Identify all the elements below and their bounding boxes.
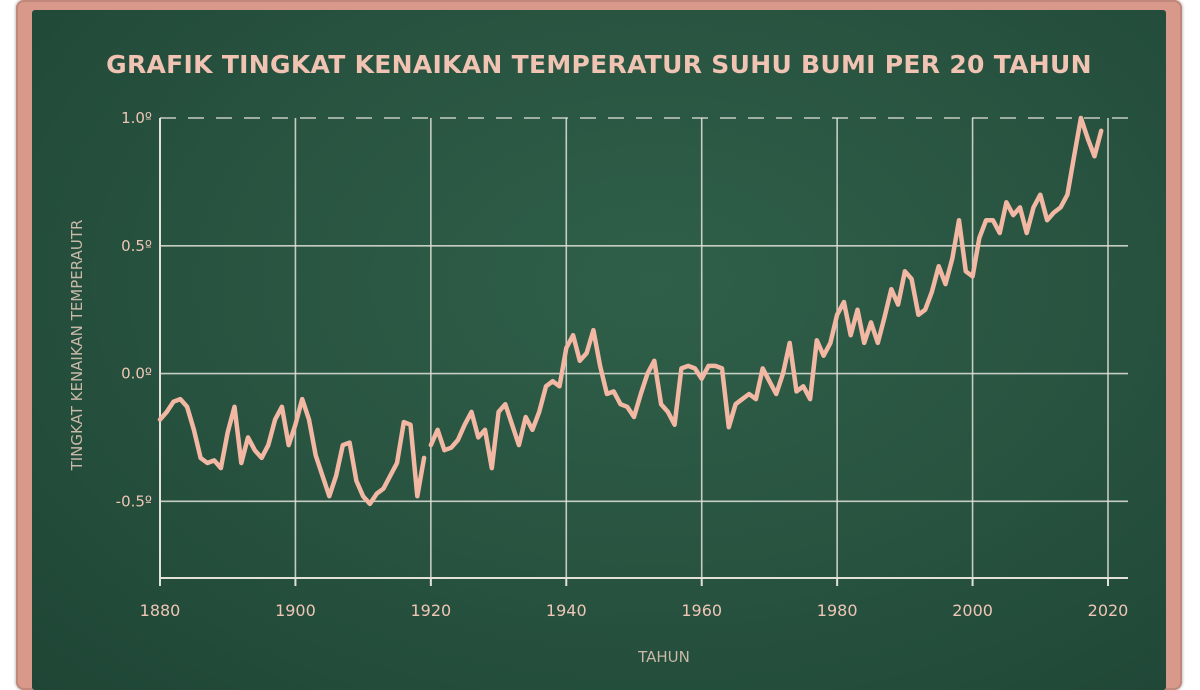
x-axis-label: TAHUN <box>637 648 690 666</box>
series-line <box>157 115 1104 507</box>
axes <box>159 118 1128 586</box>
x-tick-label: 1900 <box>275 601 316 620</box>
x-tick-label: 2000 <box>952 601 993 620</box>
x-tick-label: 1960 <box>681 601 722 620</box>
x-tick-label: 1920 <box>410 601 451 620</box>
y-tick-label: 0.5º <box>121 237 152 255</box>
temperature-line-segment <box>428 115 1104 471</box>
x-tick-labels: 1880 1900 1920 1940 1960 1980 2000 2020 <box>140 601 1129 620</box>
x-tick-label: 1940 <box>546 601 587 620</box>
x-tick-label: 1980 <box>817 601 858 620</box>
chart-title: GRAFIK TINGKAT KENAIKAN TEMPERATUR SUHU … <box>106 50 1092 79</box>
grid-lines <box>160 117 1128 578</box>
y-tick-label: 1.0º <box>121 109 152 127</box>
x-tick-label: 1880 <box>140 601 181 620</box>
x-tick-label: 2020 <box>1088 601 1129 620</box>
y-axis-label: TINGKAT KENAIKAN TEMPERAUTR <box>68 220 86 472</box>
temperature-line-segment <box>157 396 427 507</box>
y-tick-label: 0.0º <box>121 365 152 383</box>
line-chart: 1.0º 0.5º 0.0º -0.5º 1880 1900 1920 1940 1960 19… <box>68 109 1129 666</box>
y-tick-labels: 1.0º 0.5º 0.0º -0.5º <box>116 109 152 510</box>
y-tick-label: -0.5º <box>116 492 152 510</box>
